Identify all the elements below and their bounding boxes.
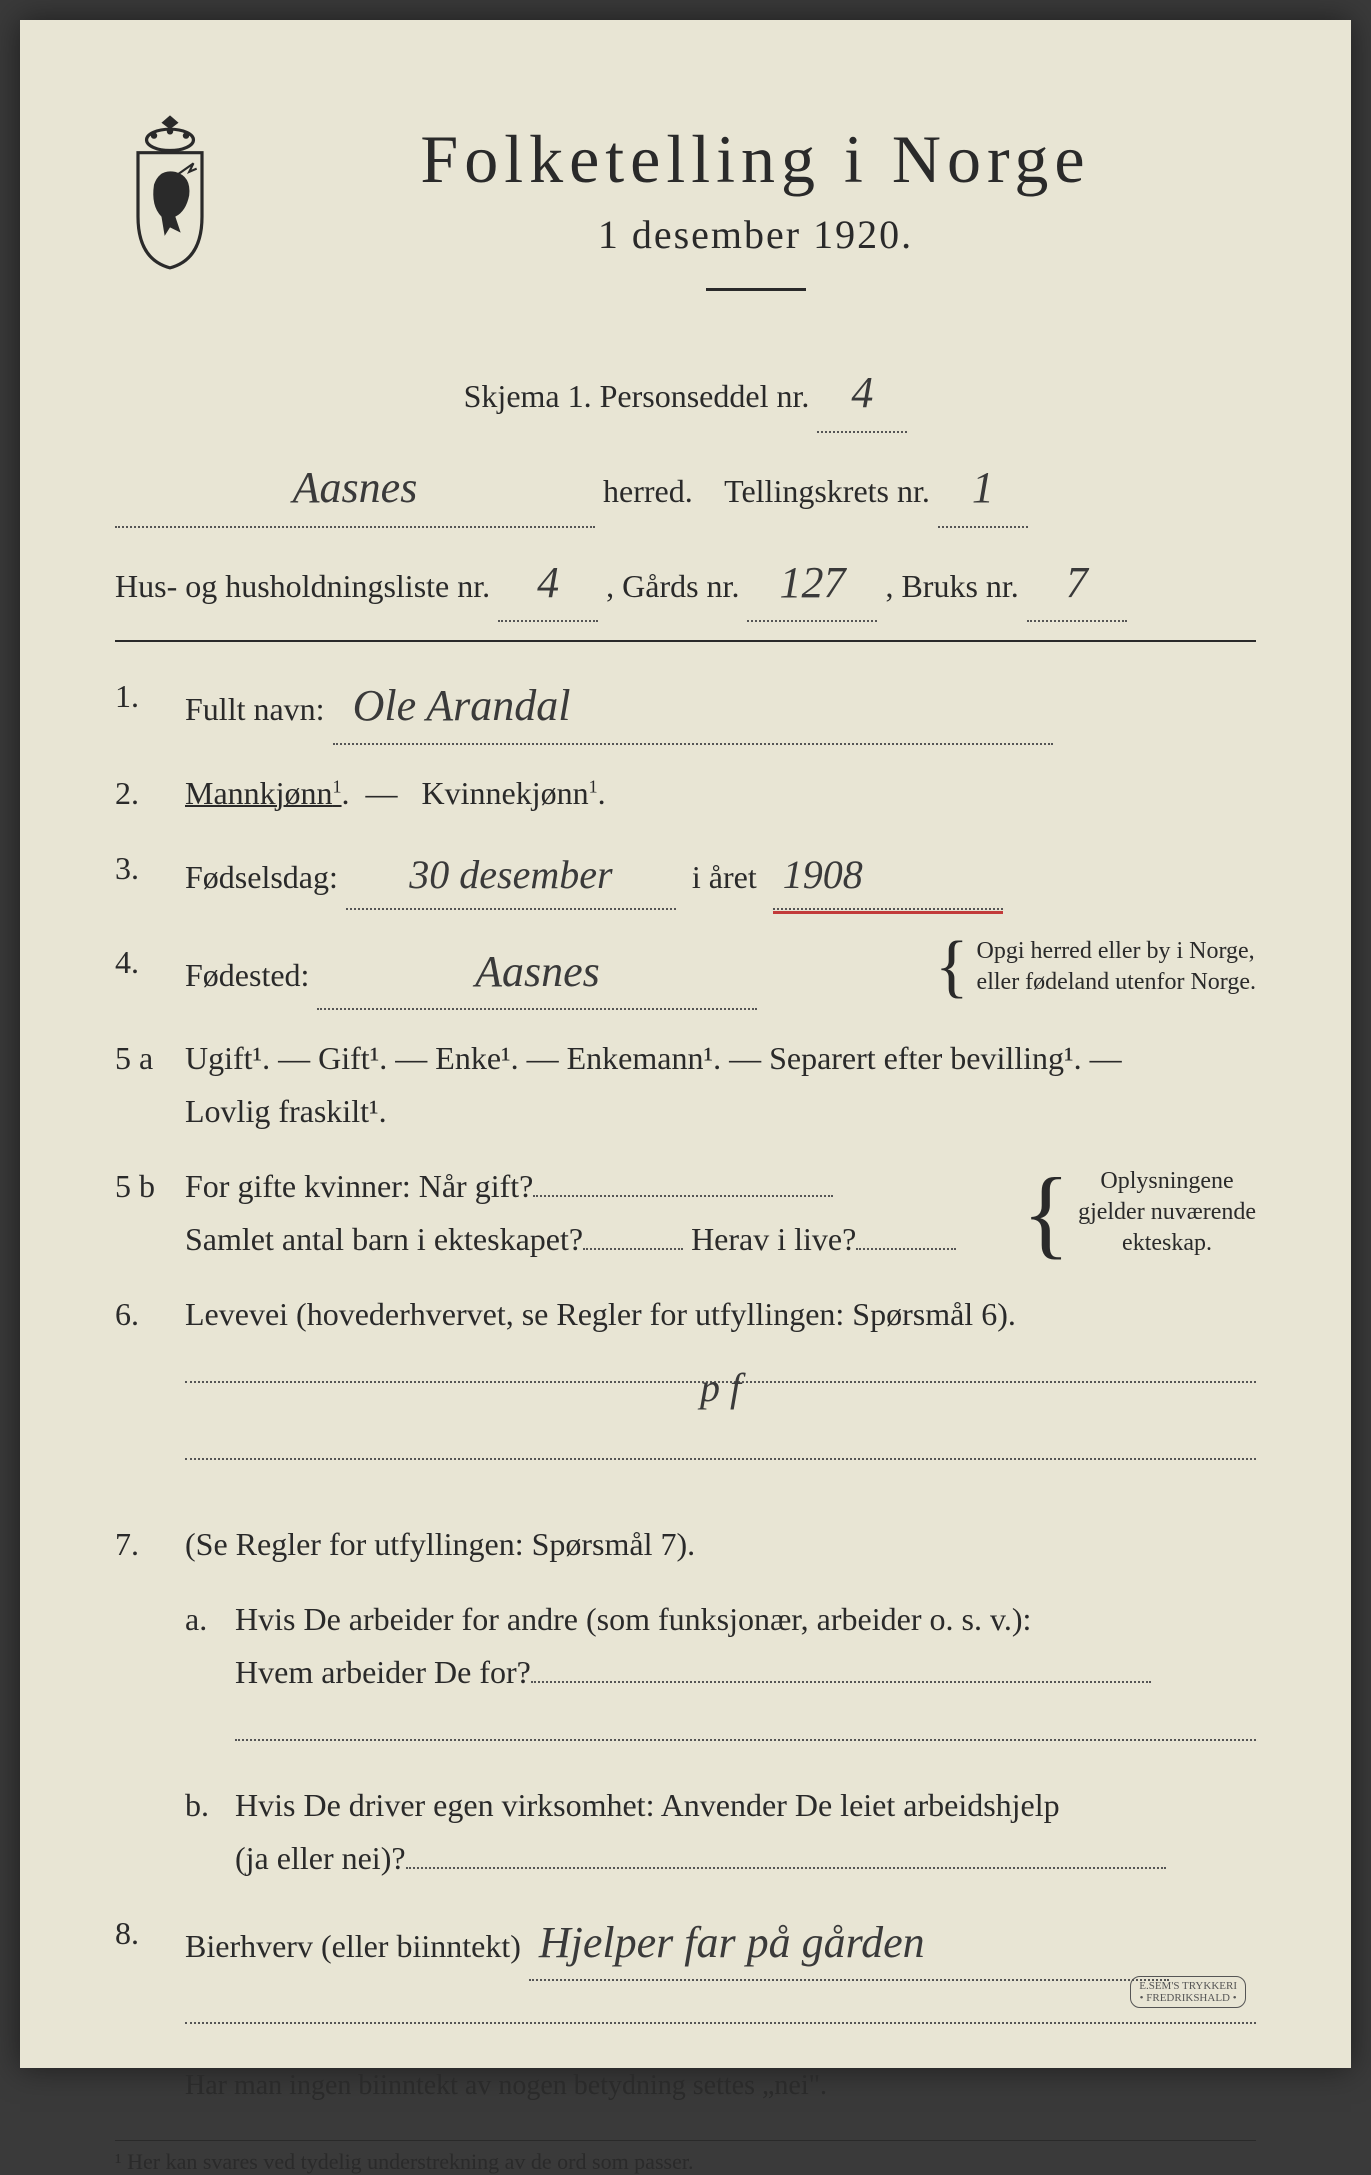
q5b: 5 b For gifte kvinner: Når gift? Samlet …: [115, 1160, 1256, 1266]
q7: 7. (Se Regler for utfyllingen: Spørsmål …: [115, 1518, 1256, 1571]
hus-nr: 4: [498, 546, 598, 623]
q3-mid: i året: [692, 859, 757, 895]
q8-line: [185, 1996, 1256, 2024]
printer-stamp: E.SEM'S TRYKKERI• FREDRIKSHALD •: [1130, 1976, 1246, 2008]
bierhverv: Hjelper far på gården: [529, 1907, 1169, 1982]
hus-label: Hus- og husholdningsliste nr.: [115, 568, 490, 604]
q4-note: { Opgi herred eller by i Norge, eller fø…: [935, 936, 1256, 998]
q6-value: p f: [700, 1365, 741, 1410]
date-subtitle: 1 desember 1920.: [255, 211, 1256, 258]
herred-line: Aasnes herred. Tellingskrets nr. 1: [115, 451, 1256, 528]
hus-line: Hus- og husholdningsliste nr. 4 , Gårds …: [115, 546, 1256, 623]
birthplace: Aasnes: [317, 936, 757, 1011]
q7a: a. Hvis De arbeider for andre (som funks…: [115, 1593, 1256, 1757]
q8: 8. Bierhverv (eller biinntekt) Hjelper f…: [115, 1907, 1256, 2040]
bruks-nr: 7: [1027, 546, 1127, 623]
bottom-note: Har man ingen biinntekt av nogen betydni…: [115, 2062, 1256, 2110]
q3-label: Fødselsdag:: [185, 859, 338, 895]
q2-num: 2.: [115, 767, 185, 820]
q6-num: 6.: [115, 1288, 185, 1476]
q5b-note: { Oplysningene gjelder nuværende ekteska…: [1022, 1166, 1256, 1260]
q6: 6. Levevei (hovederhvervet, se Regler fo…: [115, 1288, 1256, 1476]
q7b-text2: (ja eller nei)?: [235, 1840, 406, 1876]
gards-nr: 127: [747, 546, 877, 623]
herred-value: Aasnes: [115, 451, 595, 528]
gards-label: , Gårds nr.: [606, 568, 739, 604]
q5b-l1: For gifte kvinner: Når gift?: [185, 1168, 533, 1204]
q6-line: p f: [185, 1355, 1256, 1383]
q5b-l2: Samlet antal barn i ekteskapet?: [185, 1221, 583, 1257]
q5a-num: 5 a: [115, 1032, 185, 1138]
coat-of-arms-icon: [115, 110, 225, 270]
q1-num: 1.: [115, 670, 185, 745]
q5a-opts2: Lovlig fraskilt¹.: [185, 1093, 387, 1129]
tellingskrets-label: Tellingskrets nr.: [724, 473, 930, 509]
q8-label: Bierhverv (eller biinntekt): [185, 1928, 521, 1964]
census-form-page: Folketelling i Norge 1 desember 1920. Sk…: [20, 20, 1351, 2068]
q5a: 5 a Ugift¹. — Gift¹. — Enke¹. — Enkemann…: [115, 1032, 1256, 1138]
q4-num: 4.: [115, 936, 185, 1011]
divider: [706, 288, 806, 291]
skjema-line: Skjema 1. Personseddel nr. 4: [115, 356, 1256, 433]
herred-label: herred.: [603, 473, 693, 509]
mannkjonn: Mannkjønn1: [185, 775, 342, 811]
birth-year: 1908: [773, 842, 1003, 910]
tellingskrets-nr: 1: [938, 451, 1028, 528]
q7-num: 7.: [115, 1518, 185, 1571]
personseddel-nr: 4: [817, 356, 907, 433]
q7b: b. Hvis De driver egen virksomhet: Anven…: [115, 1779, 1256, 1885]
bruks-label: , Bruks nr.: [885, 568, 1018, 604]
q4-label: Fødested:: [185, 957, 309, 993]
q4: 4. Fødested: Aasnes { Opgi herred eller …: [115, 936, 1256, 1011]
kvinnekjonn: Kvinnekjønn1: [422, 775, 598, 811]
q2: 2. Mannkjønn1. — Kvinnekjønn1.: [115, 767, 1256, 820]
q1-label: Fullt navn:: [185, 691, 325, 727]
q7-label: (Se Regler for utfyllingen: Spørsmål 7).: [185, 1526, 695, 1562]
skjema-label: Skjema 1. Personseddel nr.: [464, 378, 810, 414]
q7a-text: Hvis De arbeider for andre (som funksjon…: [235, 1601, 1031, 1637]
birth-year-wrap: 1908: [773, 842, 1003, 914]
birth-day: 30 desember: [346, 842, 676, 910]
q3: 3. Fødselsdag: 30 desember i året 1908: [115, 842, 1256, 914]
separator: [115, 640, 1256, 642]
header: Folketelling i Norge 1 desember 1920.: [115, 120, 1256, 326]
q7a-text2: Hvem arbeider De for?: [235, 1654, 531, 1690]
q7a-line: [235, 1713, 1256, 1741]
footnote: ¹ Her kan svares ved tydelig understrekn…: [115, 2140, 1256, 2175]
q1: 1. Fullt navn: Ole Arandal: [115, 670, 1256, 745]
q5b-num: 5 b: [115, 1160, 185, 1266]
q7a-num: a.: [185, 1593, 235, 1757]
q6-label: Levevei (hovederhvervet, se Regler for u…: [185, 1296, 1016, 1332]
q7b-text: Hvis De driver egen virksomhet: Anvender…: [235, 1787, 1060, 1823]
full-name: Ole Arandal: [333, 670, 1053, 745]
q7b-num: b.: [185, 1779, 235, 1885]
title-block: Folketelling i Norge 1 desember 1920.: [255, 120, 1256, 326]
q5a-opts: Ugift¹. — Gift¹. — Enke¹. — Enkemann¹. —…: [185, 1040, 1122, 1076]
main-title: Folketelling i Norge: [255, 120, 1256, 199]
q6-line2: [185, 1432, 1256, 1460]
q8-num: 8.: [115, 1907, 185, 2040]
q5b-l3: Herav i live?: [691, 1221, 856, 1257]
q3-num: 3.: [115, 842, 185, 914]
